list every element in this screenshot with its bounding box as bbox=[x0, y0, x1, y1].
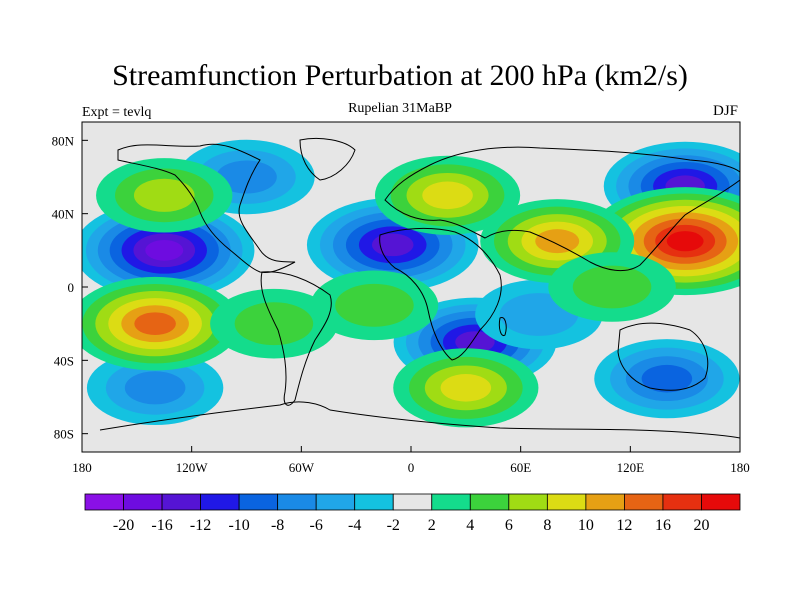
colorbar-label: -8 bbox=[271, 517, 284, 534]
contour-level-fill bbox=[455, 331, 495, 353]
colorbar-swatch bbox=[84, 493, 124, 511]
coastline-africa bbox=[379, 227, 502, 361]
colorbar-label: 20 bbox=[693, 517, 709, 534]
contour-level-fill bbox=[422, 181, 473, 210]
colorbar-swatch bbox=[392, 493, 433, 511]
contour-level-fill bbox=[666, 231, 704, 252]
colorbar-label: -6 bbox=[310, 517, 323, 534]
y-tick-label: 40S bbox=[54, 353, 74, 368]
colorbar-label: 10 bbox=[578, 517, 594, 534]
contour-level-fill bbox=[145, 239, 184, 261]
colorbar-swatch bbox=[469, 493, 510, 511]
colorbar-swatch bbox=[546, 493, 587, 511]
coastlines bbox=[99, 137, 740, 439]
contour-level-fill bbox=[371, 233, 414, 257]
colorbar-swatch bbox=[200, 493, 240, 511]
contour-field bbox=[82, 139, 740, 428]
contour-level-fill bbox=[134, 312, 176, 336]
x-axis-ticks: 180 120W 60W 0 60E 120E 180 bbox=[72, 446, 750, 475]
colorbar-label: -16 bbox=[151, 517, 172, 534]
chart-title: Streamfunction Perturbation at 200 hPa (… bbox=[112, 59, 688, 92]
season-label: DJF bbox=[712, 103, 738, 119]
coastline-madagascar bbox=[498, 316, 507, 337]
y-tick-label: 0 bbox=[68, 280, 75, 295]
colorbar-swatch bbox=[701, 493, 741, 511]
y-tick-label: 80S bbox=[54, 427, 74, 442]
colorbar-swatch bbox=[123, 493, 163, 511]
contour-level-fill bbox=[216, 160, 277, 194]
x-tick-label: 120E bbox=[617, 460, 645, 475]
colorbar-swatch bbox=[238, 493, 279, 511]
contour-level-fill bbox=[440, 374, 492, 402]
x-tick-label: 60W bbox=[289, 460, 315, 475]
coastline-south-america bbox=[260, 271, 332, 406]
coastline-antarctica bbox=[99, 401, 740, 439]
contour-level-fill bbox=[572, 265, 652, 309]
colorbar-swatch bbox=[315, 493, 356, 511]
x-tick-label: 120W bbox=[176, 460, 209, 475]
colorbar-label: 8 bbox=[543, 517, 551, 534]
colorbar-swatch bbox=[277, 493, 317, 511]
contour-level-fill bbox=[234, 302, 314, 346]
contour-level-fill bbox=[133, 178, 195, 212]
x-tick-label: 0 bbox=[408, 460, 415, 475]
y-tick-label: 80N bbox=[52, 133, 75, 148]
colorbar-swatch bbox=[431, 493, 471, 511]
y-tick-label: 40N bbox=[52, 207, 75, 222]
colorbar-label: 12 bbox=[616, 517, 632, 534]
colorbar-label: -10 bbox=[228, 517, 249, 534]
contour-level-fill bbox=[641, 364, 693, 393]
colorbar-label: -2 bbox=[387, 517, 400, 534]
coastline-australia bbox=[617, 322, 709, 391]
contour-level-fill bbox=[335, 283, 414, 327]
colorbar-label: 2 bbox=[428, 517, 436, 534]
experiment-label: Expt = tevlq bbox=[82, 105, 152, 120]
colorbar-swatch bbox=[624, 493, 664, 511]
colorbar-label: 16 bbox=[655, 517, 671, 534]
colorbar-label: -4 bbox=[348, 517, 361, 534]
contour-level-fill bbox=[124, 371, 186, 405]
colorbar-swatch bbox=[354, 493, 394, 511]
colorbar-swatch bbox=[161, 493, 201, 511]
chart-subtitle: Rupelian 31MaBP bbox=[348, 101, 452, 116]
contour-level-fill bbox=[535, 229, 580, 254]
colorbar-label: -12 bbox=[190, 517, 211, 534]
coastline-eurasia bbox=[384, 146, 740, 272]
colorbar-swatch bbox=[585, 493, 625, 511]
colorbar-swatch bbox=[508, 493, 548, 511]
colorbar-label: -20 bbox=[113, 517, 134, 534]
colorbar-label: 6 bbox=[505, 517, 513, 534]
colorbar: -20 -16 -12 -10 -8 -6 -4 -2 2 4 6 8 10 12 16 20 bbox=[84, 493, 741, 534]
y-axis-ticks: 80N 40N 0 40S 80S bbox=[52, 133, 88, 442]
x-tick-label: 180 bbox=[72, 460, 92, 475]
x-tick-label: 180 bbox=[730, 460, 750, 475]
x-tick-label: 60E bbox=[510, 460, 531, 475]
colorbar-label: 4 bbox=[466, 517, 474, 534]
coastline-north-america bbox=[117, 143, 296, 273]
coastline-greenland bbox=[299, 137, 356, 181]
colorbar-swatch bbox=[662, 493, 702, 511]
